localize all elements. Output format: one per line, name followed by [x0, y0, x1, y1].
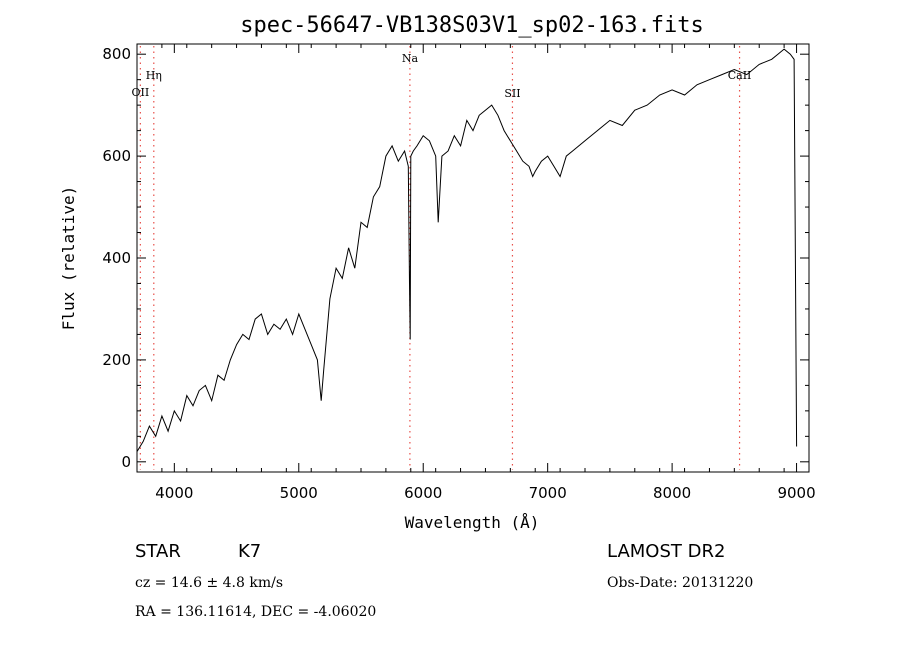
x-tick-label: 9000 — [777, 484, 815, 502]
y-tick-label: 200 — [102, 351, 131, 369]
x-axis: 4000 5000 6000 7000 8000 9000 — [136, 44, 816, 502]
y-tick-label: 600 — [102, 147, 131, 165]
x-tick-label: 4000 — [155, 484, 193, 502]
coordinates-text: RA = 136.11614, DEC = -4.06020 — [135, 604, 377, 620]
survey-label: LAMOST DR2 — [607, 541, 726, 562]
x-tick-label: 5000 — [280, 484, 318, 502]
x-axis-label: Wavelength (Å) — [405, 513, 540, 532]
y-axis-label: Flux (relative) — [59, 186, 78, 331]
object-subclass: K7 — [238, 541, 262, 562]
x-tick-label: 6000 — [404, 484, 442, 502]
object-class: STAR — [135, 541, 181, 562]
spectrum-chart: spec-56647-VB138S03V1_sp02-163.fits OII H… — [59, 13, 816, 532]
spectrum-line — [136, 48, 798, 452]
line-markers: OII Hη Na SII CaII — [132, 46, 752, 470]
y-axis: 0 200 400 600 800 — [102, 45, 809, 471]
line-marker-label: CaII — [728, 69, 752, 82]
line-marker-label: Hη — [146, 69, 162, 82]
x-tick-label: 8000 — [653, 484, 691, 502]
y-tick-label: 400 — [102, 249, 131, 267]
x-tick-label: 7000 — [529, 484, 567, 502]
y-tick-label: 800 — [102, 45, 131, 63]
redshift-text: cz = 14.6 ± 4.8 km/s — [135, 575, 284, 591]
y-tick-label: 0 — [121, 453, 131, 471]
line-marker-label: OII — [132, 86, 150, 99]
obs-date: Obs-Date: 20131220 — [607, 575, 754, 591]
line-marker-label: SII — [504, 87, 520, 100]
plot-frame — [136, 43, 810, 473]
chart-title: spec-56647-VB138S03V1_sp02-163.fits — [240, 13, 704, 38]
line-marker-label: Na — [402, 52, 419, 65]
